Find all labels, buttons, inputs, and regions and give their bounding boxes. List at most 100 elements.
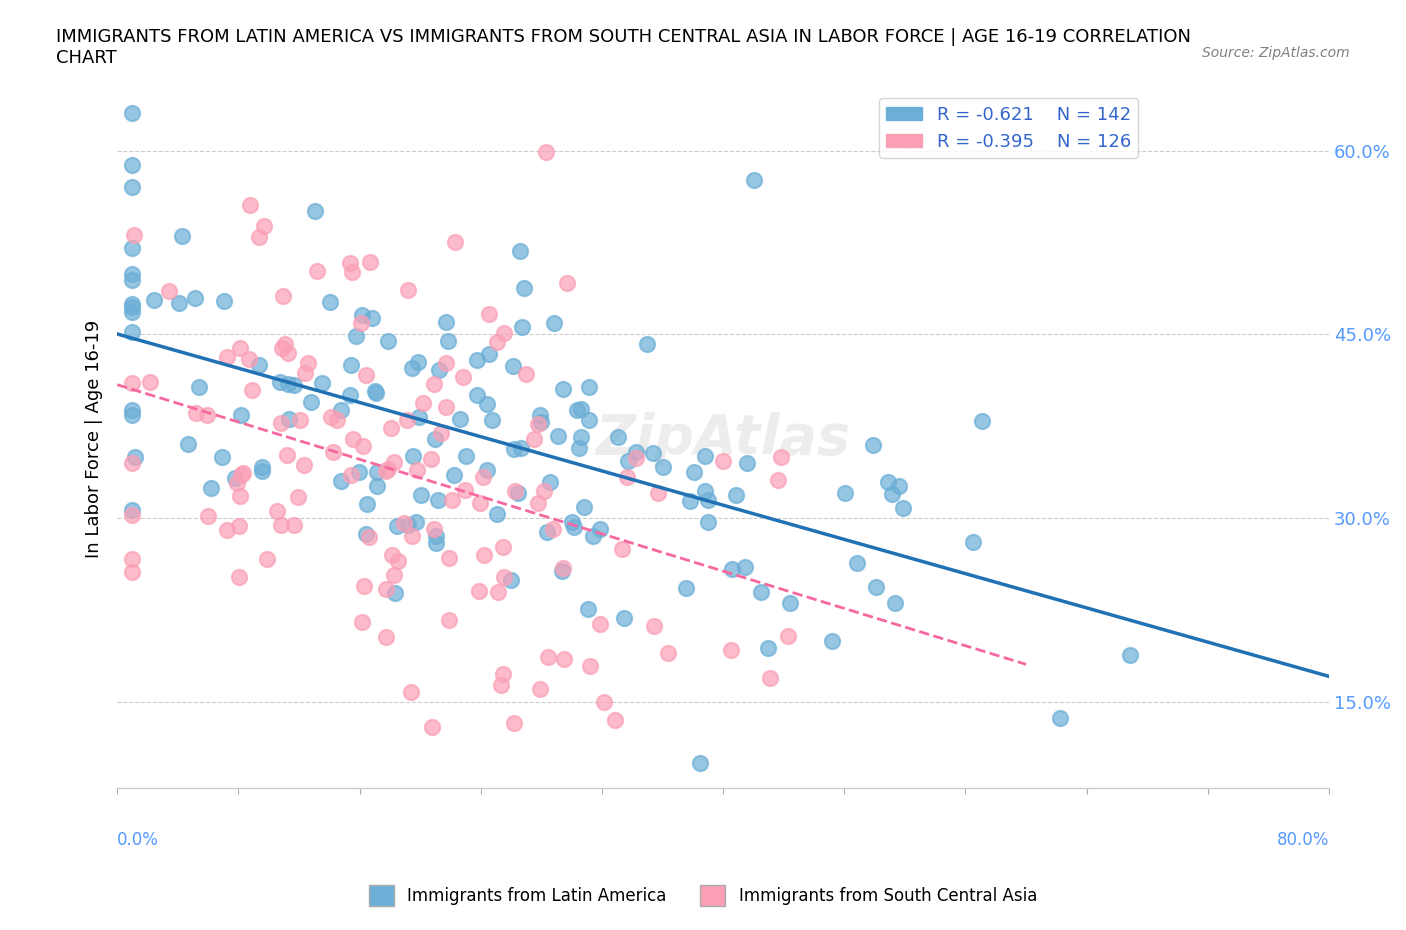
Immigrants from Latin America <box>402 448 425 463</box>
Immigrants from Latin America <box>121 105 143 120</box>
Immigrants from Latin America <box>481 413 503 428</box>
Immigrants from Latin America <box>862 438 884 453</box>
Immigrants from South Central Asia <box>353 579 375 594</box>
Immigrants from South Central Asia <box>423 376 446 391</box>
Immigrants from Latin America <box>456 449 478 464</box>
Immigrants from Latin America <box>121 240 143 255</box>
Immigrants from Latin America <box>425 432 447 446</box>
Immigrants from Latin America <box>377 334 399 349</box>
Immigrants from Latin America <box>352 308 374 323</box>
Immigrants from South Central Asia <box>603 712 626 727</box>
Immigrants from Latin America <box>364 383 387 398</box>
Immigrants from South Central Asia <box>121 456 143 471</box>
Immigrants from South Central Asia <box>392 515 415 530</box>
Immigrants from Latin America <box>568 441 591 456</box>
Immigrants from Latin America <box>509 440 531 455</box>
Immigrants from South Central Asia <box>375 582 398 597</box>
Immigrants from South Central Asia <box>485 334 508 349</box>
Immigrants from South Central Asia <box>412 395 434 410</box>
Immigrants from South Central Asia <box>478 307 501 322</box>
Immigrants from South Central Asia <box>283 518 305 533</box>
Immigrants from South Central Asia <box>624 451 647 466</box>
Immigrants from South Central Asia <box>322 445 344 459</box>
Immigrants from Latin America <box>547 429 569 444</box>
Immigrants from Latin America <box>340 358 363 373</box>
Immigrants from South Central Asia <box>382 567 405 582</box>
Immigrants from Latin America <box>121 407 143 422</box>
Immigrants from South Central Asia <box>253 219 276 233</box>
Immigrants from Latin America <box>269 375 291 390</box>
Immigrants from Latin America <box>405 515 427 530</box>
Immigrants from Latin America <box>465 352 488 367</box>
Text: Source: ZipAtlas.com: Source: ZipAtlas.com <box>1202 46 1350 60</box>
Immigrants from Latin America <box>880 486 903 501</box>
Immigrants from Latin America <box>304 204 326 219</box>
Immigrants from Latin America <box>200 481 222 496</box>
Immigrants from South Central Asia <box>121 565 143 579</box>
Immigrants from South Central Asia <box>215 523 238 538</box>
Immigrants from South Central Asia <box>380 420 402 435</box>
Immigrants from Latin America <box>1049 711 1071 726</box>
Immigrants from South Central Asia <box>523 432 546 446</box>
Immigrants from Latin America <box>696 493 718 508</box>
Immigrants from South Central Asia <box>122 228 145 243</box>
Immigrants from South Central Asia <box>240 382 263 397</box>
Immigrants from South Central Asia <box>437 551 460 565</box>
Immigrants from South Central Asia <box>472 469 495 484</box>
Immigrants from South Central Asia <box>121 551 143 566</box>
Immigrants from South Central Asia <box>551 561 574 576</box>
Immigrants from Latin America <box>467 388 489 403</box>
Immigrants from Latin America <box>121 325 143 339</box>
Immigrants from South Central Asia <box>195 408 218 423</box>
Immigrants from Latin America <box>330 473 353 488</box>
Immigrants from South Central Asia <box>711 454 734 469</box>
Immigrants from Latin America <box>720 562 742 577</box>
Immigrants from Latin America <box>177 436 200 451</box>
Immigrants from Latin America <box>329 403 352 418</box>
Immigrants from South Central Asia <box>297 356 319 371</box>
Immigrants from Latin America <box>408 355 430 370</box>
Immigrants from South Central Asia <box>770 449 793 464</box>
Immigrants from Latin America <box>636 337 658 352</box>
Immigrants from Latin America <box>366 479 388 494</box>
Immigrants from South Central Asia <box>610 542 633 557</box>
Immigrants from South Central Asia <box>287 490 309 505</box>
Immigrants from South Central Asia <box>526 496 548 511</box>
Immigrants from Latin America <box>508 485 530 500</box>
Immigrants from Latin America <box>167 296 190 311</box>
Immigrants from Latin America <box>425 528 447 543</box>
Immigrants from South Central Asia <box>434 400 457 415</box>
Immigrants from South Central Asia <box>228 570 250 585</box>
Immigrants from Latin America <box>121 179 143 194</box>
Immigrants from South Central Asia <box>377 461 399 476</box>
Immigrants from South Central Asia <box>375 463 398 478</box>
Immigrants from Latin America <box>121 267 143 282</box>
Text: ZipAtlas: ZipAtlas <box>596 412 851 466</box>
Immigrants from South Central Asia <box>593 695 616 710</box>
Immigrants from Latin America <box>538 474 561 489</box>
Immigrants from South Central Asia <box>228 518 250 533</box>
Immigrants from South Central Asia <box>339 256 361 271</box>
Immigrants from Latin America <box>877 474 900 489</box>
Immigrants from Latin America <box>278 411 301 426</box>
Immigrants from South Central Asia <box>139 375 162 390</box>
Immigrants from Latin America <box>188 379 211 394</box>
Immigrants from Latin America <box>536 525 558 539</box>
Immigrants from South Central Asia <box>419 452 441 467</box>
Immigrants from Latin America <box>578 379 600 394</box>
Immigrants from South Central Asia <box>271 288 294 303</box>
Immigrants from Latin America <box>617 454 640 469</box>
Immigrants from South Central Asia <box>340 265 363 280</box>
Immigrants from South Central Asia <box>399 684 422 699</box>
Immigrants from South Central Asia <box>184 405 207 420</box>
Immigrants from South Central Asia <box>359 255 381 270</box>
Immigrants from Latin America <box>349 464 371 479</box>
Immigrants from South Central Asia <box>486 584 509 599</box>
Immigrants from Latin America <box>821 634 844 649</box>
Immigrants from South Central Asia <box>440 493 463 508</box>
Immigrants from Latin America <box>865 579 887 594</box>
Immigrants from South Central Asia <box>229 488 252 503</box>
Immigrants from Latin America <box>121 502 143 517</box>
Immigrants from South Central Asia <box>277 345 299 360</box>
Immigrants from Latin America <box>121 299 143 314</box>
